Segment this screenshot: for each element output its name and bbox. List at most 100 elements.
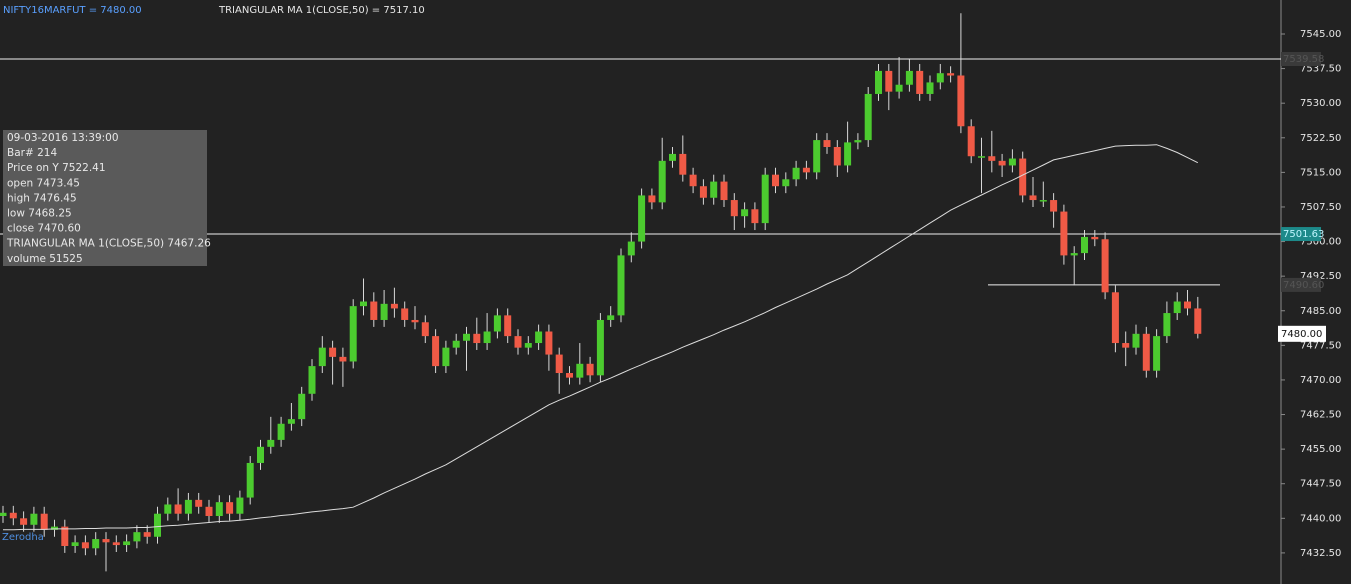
tooltip-line: close 7470.60 — [7, 223, 81, 235]
y-tick-label: 7485.00 — [1300, 306, 1341, 317]
candle-body — [699, 186, 707, 198]
candle-body — [1008, 158, 1016, 166]
candle-body — [329, 347, 337, 357]
candle-body — [370, 301, 378, 320]
tooltip-line: open 7473.45 — [7, 177, 80, 189]
candle-body — [916, 70, 924, 94]
y-tick-label: 7462.50 — [1300, 410, 1341, 421]
candle-body — [524, 343, 532, 348]
candle-body — [669, 153, 676, 161]
candle-body — [1132, 333, 1140, 348]
candle-body — [936, 73, 944, 83]
price-tag — [1281, 227, 1321, 242]
candle-body — [40, 513, 48, 530]
candle-body — [648, 195, 656, 203]
candle-body — [1173, 301, 1181, 314]
candle-body — [802, 167, 810, 173]
candle-body — [298, 393, 306, 420]
candle-body — [761, 174, 769, 224]
candle-body — [782, 179, 790, 187]
tooltip-line: 09-03-2016 13:39:00 — [7, 132, 119, 144]
candle-body — [215, 502, 223, 517]
price-tag-label: 7501.63 — [1283, 229, 1324, 240]
candle-body — [658, 160, 666, 203]
price-tag — [1281, 51, 1321, 66]
y-tick-label: 7440.00 — [1300, 513, 1341, 524]
candle-body — [978, 156, 985, 158]
candle-body — [823, 140, 831, 148]
candle-body — [741, 209, 749, 217]
candle-body — [596, 319, 604, 376]
candle-body — [226, 502, 234, 514]
tooltip-line: TRIANGULAR MA 1(CLOSE,50) 7467.26 — [6, 238, 211, 250]
y-tick-label: 7545.00 — [1300, 29, 1341, 40]
y-tick-label: 7500.00 — [1300, 237, 1341, 248]
indicator-label: TRIANGULAR MA 1(CLOSE,50) = 7517.10 — [218, 5, 425, 16]
candle-body — [360, 301, 367, 307]
candle-body — [535, 331, 543, 344]
candle-body — [566, 373, 573, 378]
candle-body — [627, 241, 635, 256]
watermark: Zerodha — [2, 532, 44, 543]
candle-body — [586, 363, 594, 376]
tooltip-box — [3, 130, 207, 266]
candle-body — [246, 462, 254, 498]
candle-body — [61, 526, 69, 546]
tooltip-line: volume 51525 — [7, 253, 83, 265]
candle-body — [875, 70, 882, 94]
candle-body — [401, 308, 409, 320]
candle-body — [813, 140, 821, 173]
candle-body — [854, 140, 862, 143]
candle-body — [287, 419, 295, 424]
candle-body — [576, 363, 584, 378]
candle-body — [1081, 236, 1088, 254]
candle-body — [947, 73, 955, 76]
candle-body — [71, 542, 79, 546]
candle-body — [1019, 158, 1027, 196]
price-tag — [1281, 277, 1321, 292]
candle-body — [792, 167, 800, 180]
candle-body — [30, 513, 38, 525]
candle-body — [926, 82, 934, 94]
candle-body — [1029, 195, 1037, 201]
candle-body — [277, 423, 285, 440]
y-tick-label: 7515.00 — [1300, 167, 1341, 178]
candle-body — [1153, 336, 1161, 371]
candle-body — [349, 306, 357, 362]
candle-body — [390, 303, 398, 309]
candle-body — [555, 354, 563, 374]
candle-body — [0, 512, 7, 517]
candle-body — [833, 147, 841, 166]
tooltip-line: Price on Y 7522.41 — [7, 162, 106, 174]
candle-body — [164, 504, 172, 514]
candle-body — [1142, 333, 1150, 371]
candle-body — [905, 70, 913, 85]
candle-body — [514, 336, 522, 348]
candle-body — [20, 518, 28, 525]
candle-body — [493, 315, 501, 332]
candle-body — [133, 532, 141, 542]
y-tick-label: 7477.50 — [1300, 340, 1341, 351]
y-tick-label: 7492.50 — [1300, 271, 1341, 282]
candle-body — [432, 336, 440, 367]
candle-body — [1163, 313, 1171, 337]
candle-body — [638, 195, 646, 242]
candle-body — [267, 439, 275, 447]
candle-body — [998, 160, 1006, 166]
candle-body — [1060, 211, 1068, 256]
y-tick-label: 7530.00 — [1300, 98, 1341, 109]
candle-body — [607, 315, 615, 320]
price-tag-label: 7539.58 — [1283, 54, 1324, 65]
candle-body — [452, 340, 460, 348]
candle-body — [463, 333, 470, 341]
candle-body — [112, 542, 120, 546]
candle-body — [885, 70, 893, 92]
candle-body — [236, 497, 244, 514]
candle-body — [92, 539, 100, 549]
candle-body — [442, 347, 450, 367]
candle-body — [1101, 239, 1109, 293]
candle-body — [421, 322, 429, 337]
candle-body — [504, 315, 512, 337]
